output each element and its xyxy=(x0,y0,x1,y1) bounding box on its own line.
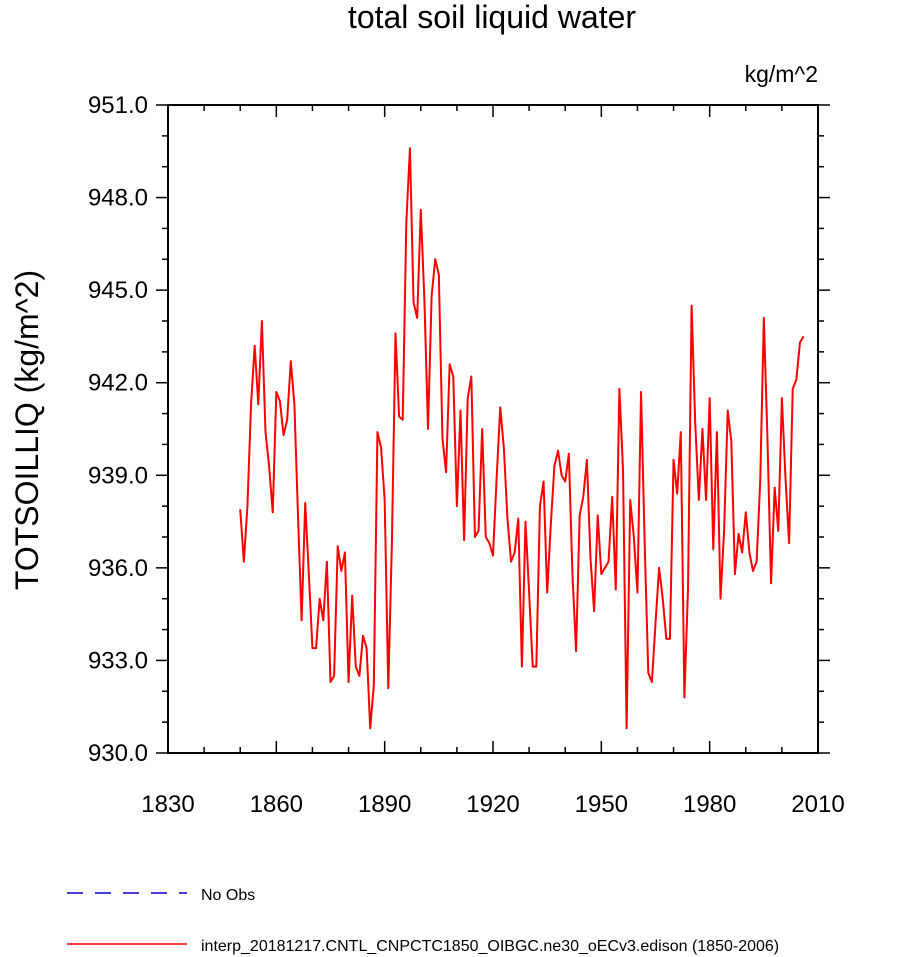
x-tick-label: 1830 xyxy=(141,791,194,818)
y-tick-label: 930.0 xyxy=(88,740,148,767)
x-axis-ticks: 1830 1860 1890 1920 1950 1980 2010 xyxy=(141,105,845,818)
legend-label-1: interp_20181217.CNTL_CNPCTC1850_OIBGC.ne… xyxy=(201,938,779,955)
x-tick-label: 2010 xyxy=(791,791,844,818)
legend: No Obs interp_20181217.CNTL_CNPCTC1850_OI… xyxy=(67,887,779,955)
legend-label-0: No Obs xyxy=(201,887,255,904)
y-tick-label: 945.0 xyxy=(88,277,148,304)
y-tick-label: 942.0 xyxy=(88,370,148,397)
x-tick-label: 1950 xyxy=(575,791,628,818)
y-tick-label: 951.0 xyxy=(88,92,148,119)
y-axis-ticks: 930.0 933.0 936.0 939.0 942.0 945.0 948.0 951.0 xyxy=(88,92,830,767)
chart-title: total soil liquid water xyxy=(348,0,636,35)
y-tick-label: 936.0 xyxy=(88,555,148,582)
plot-lines xyxy=(239,147,805,730)
x-tick-label: 1890 xyxy=(358,791,411,818)
series-line-1 xyxy=(239,147,805,730)
x-tick-label: 1860 xyxy=(250,791,303,818)
x-tick-label: 1920 xyxy=(466,791,519,818)
y-tick-label: 939.0 xyxy=(88,462,148,489)
units-label: kg/m^2 xyxy=(745,61,818,87)
y-tick-label: 933.0 xyxy=(88,647,148,674)
x-tick-label: 1980 xyxy=(683,791,736,818)
y-tick-label: 948.0 xyxy=(88,185,148,212)
y-axis-label: TOTSOILLIQ (kg/m^2) xyxy=(9,270,45,590)
